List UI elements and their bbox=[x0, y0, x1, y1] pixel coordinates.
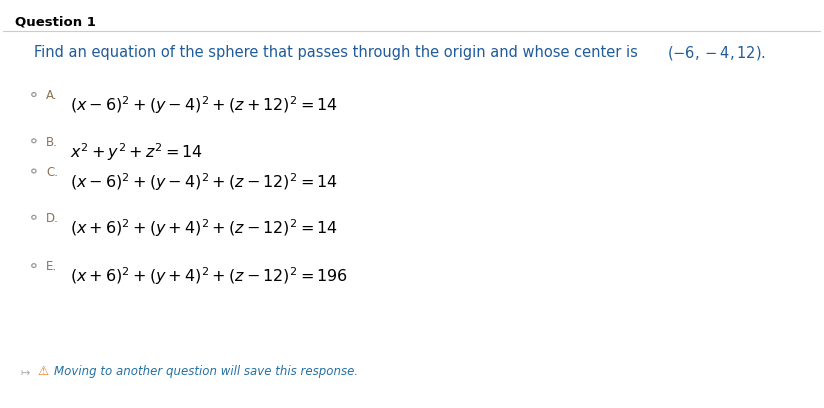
Text: E.: E. bbox=[46, 260, 58, 273]
Text: $(-6,-4,12).$: $(-6,-4,12).$ bbox=[667, 44, 766, 62]
Text: ⚠: ⚠ bbox=[37, 365, 49, 378]
Text: $x^2+y^2+z^2 = 14$: $x^2+y^2+z^2 = 14$ bbox=[70, 141, 203, 162]
Text: $(x-6)^2 + \left(y-4\right)^2 + (z-12)^2 = 14$: $(x-6)^2 + \left(y-4\right)^2 + (z-12)^2… bbox=[70, 171, 338, 193]
Text: Question 1: Question 1 bbox=[15, 16, 96, 29]
Text: C.: C. bbox=[46, 166, 59, 179]
Text: $(x+6)^2 + \left(y+4\right)^2 + (z-12)^2 = 14$: $(x+6)^2 + \left(y+4\right)^2 + (z-12)^2… bbox=[70, 217, 338, 239]
Text: B.: B. bbox=[46, 135, 58, 149]
Text: $(x+6)^2 + \left(y+4\right)^2 + (z-12)^2 = 196$: $(x+6)^2 + \left(y+4\right)^2 + (z-12)^2… bbox=[70, 266, 348, 287]
Text: $\mapsto$: $\mapsto$ bbox=[17, 368, 30, 378]
Text: Moving to another question will save this response.: Moving to another question will save thi… bbox=[54, 365, 358, 378]
Text: A.: A. bbox=[46, 89, 58, 102]
Text: $(x-6)^2 + \left(y-4\right)^2 + (z+12)^2 = 14$: $(x-6)^2 + \left(y-4\right)^2 + (z+12)^2… bbox=[70, 95, 338, 116]
Text: D.: D. bbox=[46, 212, 59, 225]
Text: Find an equation of the sphere that passes through the origin and whose center i: Find an equation of the sphere that pass… bbox=[34, 45, 643, 60]
